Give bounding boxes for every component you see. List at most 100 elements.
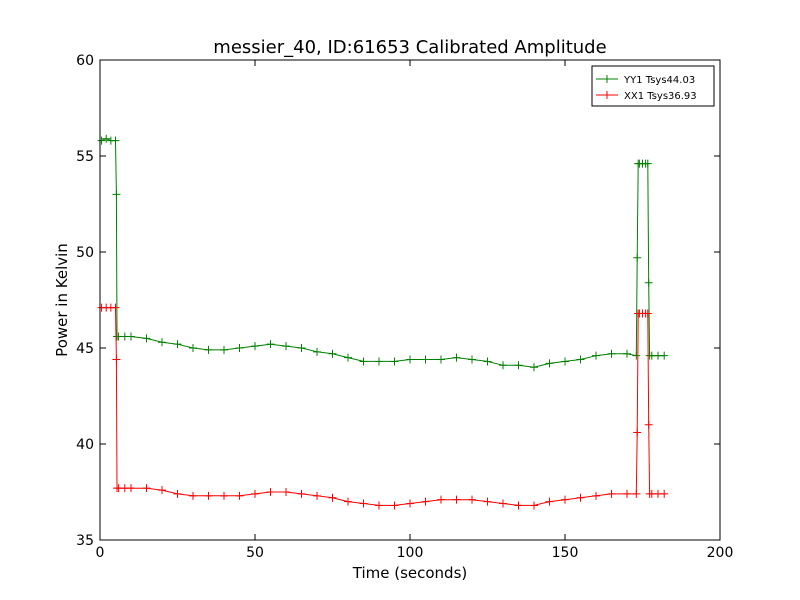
legend-marker [603,75,611,83]
data-point [282,342,290,351]
data-point [607,349,616,358]
data-point [142,484,151,493]
data-point [483,497,492,506]
data-point [644,420,653,429]
legend: YY1 Tsys44.03 XX1 Tsys36.93 [591,65,715,107]
series-line [101,307,665,506]
data-point [421,355,430,364]
data-point [127,332,135,341]
data-point [660,351,669,360]
data-point [632,351,641,360]
y-tick-label: 40 [76,437,94,453]
data-point [468,495,476,504]
data-point [251,342,259,351]
data-point [112,355,121,364]
data-point [111,303,120,312]
data-point [390,501,399,510]
data-point [266,488,275,496]
data-point [576,355,585,364]
data-point [344,497,352,506]
data-point [189,344,197,352]
y-tick-label: 50 [76,245,94,261]
data-point [235,491,244,500]
data-point [313,491,321,500]
x-tick-label: 50 [246,545,264,561]
data-point [375,501,383,510]
data-point [112,190,121,199]
series-0 [97,134,669,372]
data-point [644,278,653,287]
y-tick-label: 55 [76,149,94,165]
data-point [452,495,461,504]
data-point [204,491,213,500]
data-point [97,136,106,145]
data-point [173,489,182,498]
data-point [623,489,631,498]
legend-marker [603,91,611,99]
x-tick-label: 0 [96,545,105,561]
data-point [158,486,166,495]
data-point [437,495,445,504]
data-point [297,344,306,352]
data-point [359,357,368,366]
data-point [545,359,554,368]
data-point [623,349,631,358]
data-point [643,159,652,168]
data-point [561,495,569,504]
legend-box [591,65,715,107]
data-point [375,357,383,366]
data-point [421,497,430,506]
data-point [158,338,166,347]
plot-frame [99,59,721,541]
series-1 [97,303,669,510]
data-point [607,489,616,498]
x-tick-label: 150 [552,545,579,561]
data-point [204,345,213,354]
data-point [313,347,321,356]
data-point [633,253,642,262]
data-point [514,361,523,370]
data-point [344,353,352,362]
x-tick-label: 200 [707,545,734,561]
chart-title: messier_40, ID:61653 Calibrated Amplitud… [213,37,606,58]
data-point [632,489,641,498]
plot-series [97,134,669,510]
data-point [235,344,244,352]
data-point [102,134,111,143]
data-point [406,499,414,508]
data-point [359,499,368,508]
data-point [530,363,538,372]
data-point [633,428,642,437]
data-point [545,497,554,506]
data-point [643,309,652,318]
data-point [282,488,290,496]
x-tick-label: 100 [397,545,424,561]
axis-ticks: 0 50 100 150 200 35 40 45 50 55 60 [76,53,733,561]
data-point [452,353,461,362]
series-line [101,138,665,368]
y-axis-label: Power in Kelvin [53,243,71,357]
data-point [251,489,259,498]
y-tick-label: 35 [76,533,94,549]
data-point [561,357,569,366]
data-point [499,499,507,508]
data-point [468,355,476,364]
data-point [592,351,600,360]
data-point [220,345,228,354]
y-tick-label: 60 [76,53,94,69]
data-point [328,493,337,502]
data-point [297,489,306,498]
data-point [592,491,600,500]
data-point [660,489,669,498]
data-point [328,349,337,358]
data-point [220,491,228,500]
data-point [111,136,120,145]
data-point [437,355,445,364]
data-point [142,334,151,343]
data-point [530,501,538,510]
data-point [127,484,135,493]
data-point [189,491,197,500]
data-point [499,361,507,370]
data-point [173,340,182,349]
